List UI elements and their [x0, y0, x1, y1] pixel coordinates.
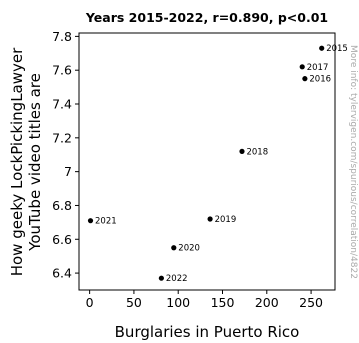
- data-point-label-2015: 2015: [326, 44, 348, 54]
- y-axis-label-line-2: YouTube video titles are: [26, 73, 44, 252]
- data-point-label-2020: 2020: [178, 244, 200, 254]
- data-point-2022: [158, 275, 164, 281]
- data-point-2021: [87, 218, 94, 224]
- chart-title: Years 2015-2022, r=0.890, p<0.01: [85, 10, 328, 25]
- data-point-2017: [299, 64, 305, 70]
- data-point-label-2021: 2021: [95, 217, 117, 227]
- x-tick-label: 200: [255, 295, 279, 310]
- data-point-2015: [319, 45, 325, 51]
- data-point-label-2018: 2018: [246, 147, 268, 157]
- y-axis-ticks: 6.4 6.6 6.8 7 7.2 7.4 7.6 7.8: [52, 29, 79, 281]
- x-axis-ticks: 0 50 100 150 200 250: [86, 290, 323, 310]
- data-point-label-2019: 2019: [215, 215, 237, 225]
- y-tick-label: 6.8: [52, 198, 72, 213]
- data-point-label-2016: 2016: [309, 75, 331, 85]
- y-tick-label: 6.6: [52, 232, 72, 247]
- watermark-text: More info: tylervigen.com/spurious/corre…: [348, 45, 358, 279]
- y-tick-label: 7.2: [52, 130, 72, 145]
- data-points: 2015 2016 2017 2018 2019 2020 2021 2022: [87, 44, 348, 284]
- y-axis-label-line-1: How geeky LockPickingLawyer: [8, 47, 26, 276]
- data-point-label-2022: 2022: [166, 274, 188, 284]
- data-point-2020: [171, 245, 177, 251]
- y-tick-label: 7.8: [52, 29, 72, 44]
- y-tick-label: 6.4: [52, 266, 72, 281]
- y-tick-label: 7.6: [52, 63, 72, 78]
- x-tick-label: 250: [299, 295, 323, 310]
- x-tick-label: 0: [86, 295, 94, 310]
- data-point-2018: [239, 148, 245, 154]
- plot-area: [78, 32, 336, 291]
- y-tick-label: 7.4: [52, 97, 72, 112]
- x-tick-label: 100: [166, 295, 190, 310]
- y-tick-label: 7: [64, 164, 72, 179]
- data-point-2016: [302, 76, 308, 82]
- x-tick-label: 50: [126, 295, 142, 310]
- x-tick-label: 150: [211, 295, 235, 310]
- x-axis-label: Burglaries in Puerto Rico: [115, 323, 300, 341]
- data-point-2019: [207, 216, 213, 222]
- data-point-label-2017: 2017: [307, 63, 329, 73]
